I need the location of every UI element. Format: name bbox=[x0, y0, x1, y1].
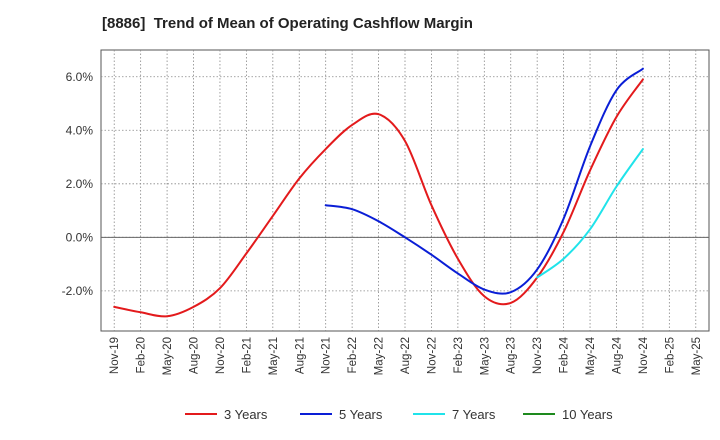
x-tick-label: May-23 bbox=[479, 337, 491, 375]
series-lines bbox=[113, 67, 644, 318]
x-tick-label: Feb-23 bbox=[453, 337, 465, 373]
x-tick-label: Aug-23 bbox=[506, 337, 518, 374]
series-line-3 bbox=[536, 148, 644, 279]
x-tick-label: Nov-19 bbox=[109, 337, 121, 374]
x-tick-label: Aug-24 bbox=[611, 336, 623, 374]
x-tick-label: May-21 bbox=[268, 337, 280, 375]
x-tick-label: Nov-23 bbox=[532, 337, 544, 374]
x-tick-label: Nov-21 bbox=[321, 337, 333, 374]
x-tick-label: Aug-20 bbox=[189, 337, 201, 374]
x-tick-label: Feb-22 bbox=[347, 337, 359, 373]
y-tick-label: 0.0% bbox=[66, 230, 94, 244]
x-axis-labels: Nov-19 Feb-20 May-20 Aug-20 Nov-20 Feb-21 May-… bbox=[109, 336, 703, 375]
y-tick-label: 4.0% bbox=[66, 123, 94, 137]
x-tick-label: Nov-24 bbox=[638, 336, 650, 374]
y-tick-label: 6.0% bbox=[66, 70, 94, 84]
x-tick-label: Nov-22 bbox=[426, 337, 438, 374]
x-tick-label: Nov-20 bbox=[215, 337, 227, 374]
x-tick-label: Feb-20 bbox=[136, 337, 148, 373]
x-tick-label: May-25 bbox=[691, 337, 703, 375]
x-tick-label: May-20 bbox=[162, 337, 174, 375]
series-line-2 bbox=[324, 67, 644, 295]
x-tick-label: May-22 bbox=[374, 337, 386, 375]
y-axis-labels: -2.0% 0.0% 2.0% 4.0% 6.0% bbox=[62, 70, 94, 298]
series-line-1 bbox=[113, 78, 644, 318]
y-tick-label: -2.0% bbox=[62, 284, 94, 298]
legend-label: 10 Years bbox=[562, 407, 613, 422]
legend: 3 Years 5 Years 7 Years 10 Years bbox=[185, 407, 613, 422]
legend-label: 3 Years bbox=[224, 407, 268, 422]
x-tick-label: Feb-21 bbox=[241, 337, 253, 373]
x-tick-label: Aug-21 bbox=[294, 337, 306, 374]
x-tick-label: Aug-22 bbox=[400, 337, 412, 374]
chart-title: [8886] Trend of Mean of Operating Cashfl… bbox=[102, 15, 473, 32]
y-tick-label: 2.0% bbox=[66, 177, 94, 191]
x-tick-label: Feb-25 bbox=[664, 337, 676, 373]
x-tick-label: May-24 bbox=[585, 336, 597, 375]
legend-label: 7 Years bbox=[452, 407, 496, 422]
x-tick-label: Feb-24 bbox=[559, 336, 571, 373]
legend-label: 5 Years bbox=[339, 407, 383, 422]
